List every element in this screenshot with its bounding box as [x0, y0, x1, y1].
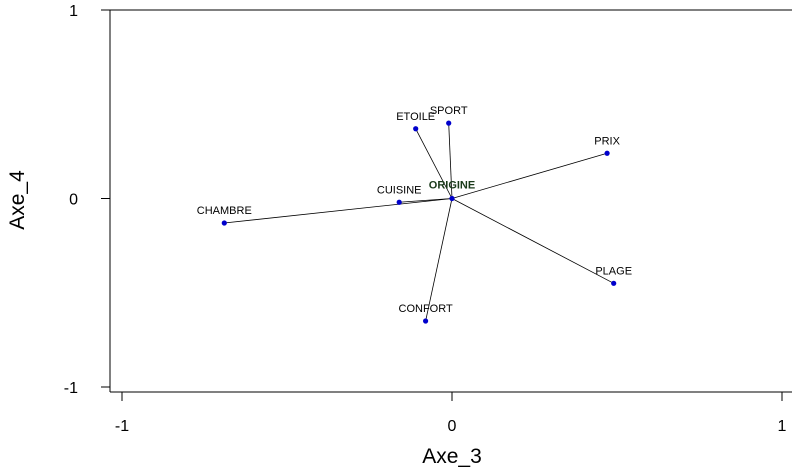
point-confort	[423, 318, 429, 324]
vector-line-confort	[425, 198, 453, 322]
point-label-confort: CONFORT	[399, 303, 453, 315]
x-tick-label: 1	[778, 418, 787, 435]
point-sport	[446, 120, 452, 126]
point-cuisine	[396, 199, 402, 205]
y-axis-title: Axe_4	[6, 170, 29, 230]
vector-line-chambre	[224, 198, 453, 224]
point-prix	[604, 150, 610, 156]
point-plage	[611, 280, 617, 286]
vector-line-prix	[451, 152, 608, 199]
data-points	[221, 120, 617, 324]
point-label-etoile: ETOILE	[396, 111, 435, 123]
vector-line-etoile	[415, 128, 453, 199]
point-label-cuisine: CUISINE	[377, 184, 422, 196]
y-tick-label: -1	[64, 380, 78, 397]
point-chambre	[221, 220, 227, 226]
vector-lines	[224, 123, 614, 322]
point-etoile	[413, 126, 419, 132]
x-tick-label: 0	[448, 418, 457, 435]
x-axis-ticks: -1 0 1	[115, 392, 787, 435]
point-label-plage: PLAGE	[595, 265, 632, 277]
point-label-prix: PRIX	[594, 135, 620, 147]
point-label-sport: SPORT	[430, 105, 468, 117]
point-label-chambre: CHAMBRE	[197, 205, 252, 217]
plot-frame	[109, 9, 792, 393]
vector-line-plage	[451, 198, 614, 284]
x-axis-title: Axe_3	[422, 445, 482, 468]
point-label-origine: ORIGINE	[429, 180, 475, 192]
y-tick-label: 0	[69, 192, 78, 209]
y-axis-ticks: 1 0 -1	[64, 3, 110, 397]
x-tick-label: -1	[115, 418, 129, 435]
vector-line-sport	[448, 123, 453, 199]
y-tick-label: 1	[69, 3, 78, 20]
point-origine	[449, 195, 455, 202]
